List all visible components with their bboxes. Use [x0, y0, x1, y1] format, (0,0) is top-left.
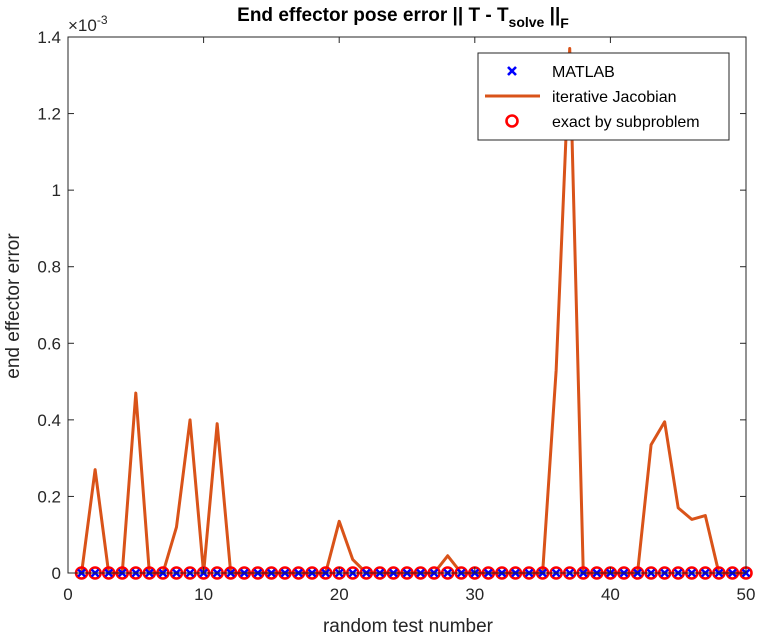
legend-label: MATLAB [552, 64, 615, 81]
legend-matlab-marker [507, 66, 517, 76]
axes-box [67, 36, 747, 574]
y-axis-label: end effector error [3, 233, 24, 379]
y-tick-label: 1.4 [37, 28, 61, 47]
y-tick-label: 0.6 [37, 334, 61, 353]
chart-title: End effector pose error || T - Tsolve ||… [237, 5, 569, 31]
y-exponent-label: ×10-3 [68, 13, 108, 35]
y-tick-label: 1 [52, 181, 61, 200]
y-tick-label: 0.2 [37, 487, 61, 506]
y-tick-label: 0.8 [37, 258, 61, 277]
x-axis-label: random test number [323, 616, 494, 636]
y-tick-label: 0.4 [37, 411, 61, 430]
x-tick-label: 20 [330, 585, 349, 604]
legend-label: iterative Jacobian [552, 89, 677, 106]
x-tick-label: 40 [601, 585, 620, 604]
x-tick-label: 50 [737, 585, 756, 604]
x-tick-label: 30 [465, 585, 484, 604]
y-tick-label: 1.2 [37, 105, 61, 124]
legend-label: exact by subproblem [552, 114, 700, 131]
y-tick-label: 0 [52, 564, 61, 583]
x-tick-label: 10 [194, 585, 213, 604]
legend: MATLAB iterative Jacobian exact by subprob… [477, 52, 730, 141]
x-tick-label: 0 [63, 585, 72, 604]
legend-exact-marker [505, 114, 519, 128]
